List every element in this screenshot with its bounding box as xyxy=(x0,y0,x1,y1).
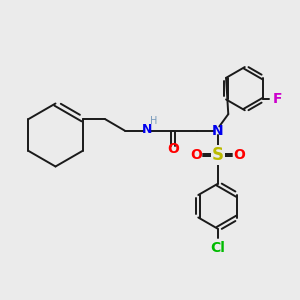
Text: Cl: Cl xyxy=(210,241,225,255)
Text: O: O xyxy=(190,148,202,162)
Text: O: O xyxy=(167,142,179,156)
Text: S: S xyxy=(212,146,224,164)
Text: N: N xyxy=(212,124,224,138)
Text: O: O xyxy=(233,148,245,162)
Text: H: H xyxy=(150,116,158,126)
Text: F: F xyxy=(272,92,282,106)
Text: N: N xyxy=(142,123,152,136)
